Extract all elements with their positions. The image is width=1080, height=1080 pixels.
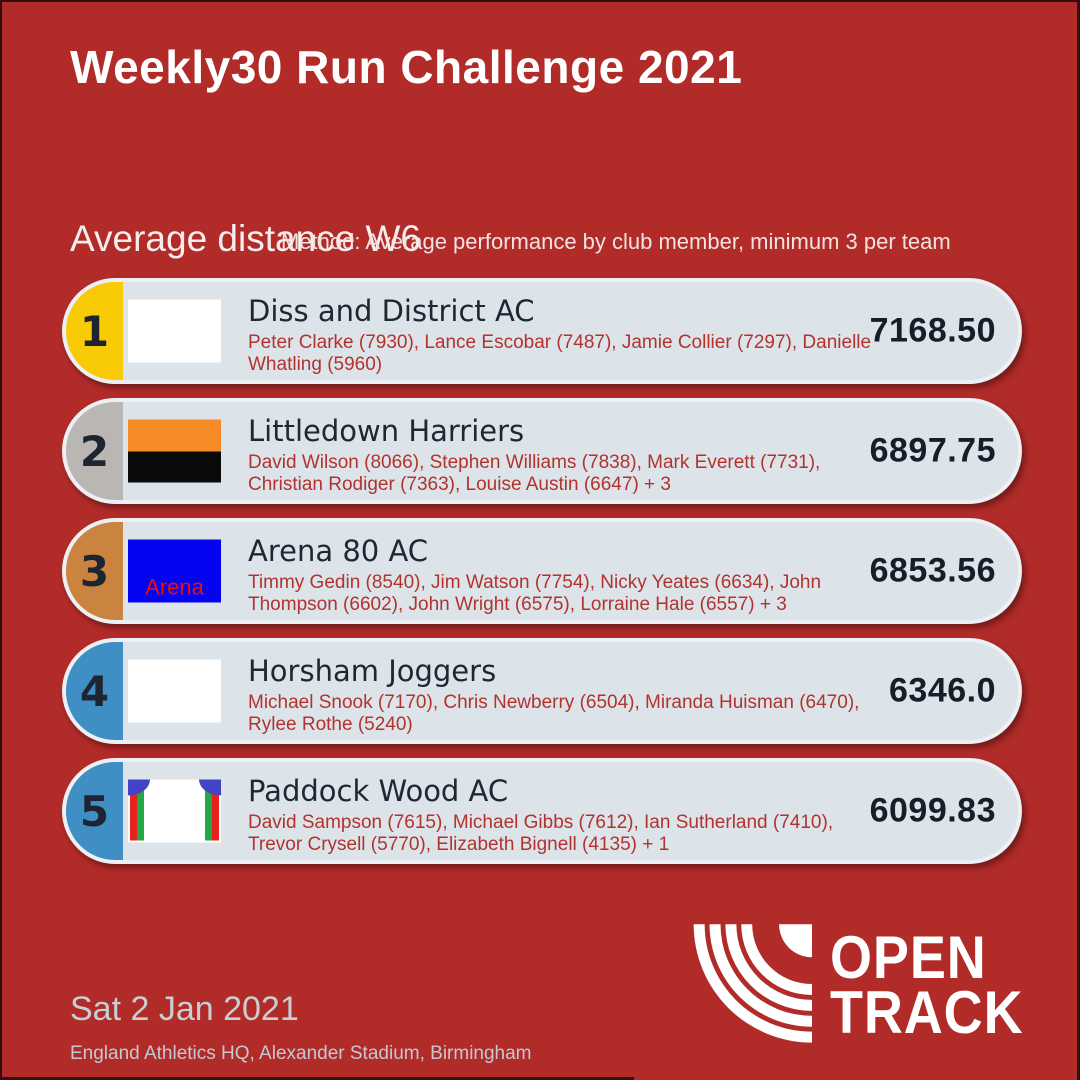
page-title: Weekly30 Run Challenge 2021 xyxy=(70,41,743,93)
vest-stripe-green-left xyxy=(137,781,144,841)
team-members: David Sampson (7615), Michael Gibbs (761… xyxy=(248,812,834,856)
vest-stripe-red-right xyxy=(212,781,219,841)
frame-edge-left xyxy=(0,0,2,1080)
rank-badge-silver: 2 xyxy=(66,402,123,500)
frame-edge-bottom xyxy=(0,1077,634,1080)
rank-badge-blue: 4 xyxy=(66,642,123,740)
method-description: Method: Average performance by club memb… xyxy=(281,229,951,254)
team-info: Littledown Harriers David Wilson (8066),… xyxy=(248,413,872,496)
rank-number: 4 xyxy=(79,666,110,716)
logo-black-half xyxy=(128,451,221,483)
team-score: 6099.83 xyxy=(869,791,996,830)
team-members: Peter Clarke (7930), Lance Escobar (7487… xyxy=(248,332,872,376)
team-members: Michael Snook (7170), Chris Newberry (65… xyxy=(248,692,860,736)
opentrack-word-track: TRACK xyxy=(830,979,1024,1047)
club-logo-arena: Arena xyxy=(128,539,221,603)
opentrack-track-bend-icon xyxy=(693,924,812,1043)
vest-stripe-green-right xyxy=(205,781,212,841)
rank-badge-gold: 1 xyxy=(66,282,123,380)
rank-number: 3 xyxy=(79,546,110,596)
leaderboard: 1 Diss and District AC Peter Clarke (793… xyxy=(62,278,1022,878)
team-score: 6897.75 xyxy=(869,431,996,470)
leaderboard-row-1: 1 Diss and District AC Peter Clarke (793… xyxy=(62,278,1022,384)
team-info: Paddock Wood AC David Sampson (7615), Mi… xyxy=(248,773,872,856)
team-info: Horsham Joggers Michael Snook (7170), Ch… xyxy=(248,653,872,736)
opentrack-wordmark: OPEN TRACK xyxy=(830,924,1024,1047)
club-logo-paddock-wood xyxy=(128,779,221,843)
team-info: Arena 80 AC Timmy Gedin (8540), Jim Wats… xyxy=(248,533,872,616)
leaderboard-row-2: 2 Littledown Harriers David Wilson (8066… xyxy=(62,398,1022,504)
team-name: Diss and District AC xyxy=(248,294,535,328)
club-logo-littledown xyxy=(128,419,221,483)
event-subtitle: Average distance W6 xyxy=(70,218,422,259)
team-members: Timmy Gedin (8540), Jim Watson (7754), N… xyxy=(248,572,822,616)
leaderboard-row-5: 5 Paddock Wood AC David Sampson (7615), … xyxy=(62,758,1022,864)
vest-corner-blue-right xyxy=(199,779,221,796)
frame-edge-top xyxy=(0,0,1080,2)
rank-badge-bronze: 3 xyxy=(66,522,123,620)
arena-logo-label: Arena xyxy=(145,574,204,600)
logo-orange-half xyxy=(128,419,221,451)
team-score: 6346.0 xyxy=(889,671,996,710)
club-logo-diss xyxy=(128,299,221,363)
vest-stripe-red-left xyxy=(130,781,137,841)
team-info: Diss and District AC Peter Clarke (7930)… xyxy=(248,293,872,376)
frame-edge-right xyxy=(1077,0,1080,1080)
event-venue: England Athletics HQ, Alexander Stadium,… xyxy=(70,1043,532,1064)
team-score: 7168.50 xyxy=(869,311,996,350)
leaderboard-row-3: 3 Arena Arena 80 AC Timmy Gedin (8540), … xyxy=(62,518,1022,624)
rank-number: 2 xyxy=(79,426,110,476)
leaderboard-row-4: 4 Horsham Joggers Michael Snook (7170), … xyxy=(62,638,1022,744)
team-name: Littledown Harriers xyxy=(248,414,525,448)
team-name: Horsham Joggers xyxy=(248,654,497,688)
rank-number: 5 xyxy=(79,786,110,836)
team-members: David Wilson (8066), Stephen Williams (7… xyxy=(248,452,821,496)
vest-corner-blue-left xyxy=(128,779,150,796)
team-name: Paddock Wood AC xyxy=(248,774,509,808)
event-date: Sat 2 Jan 2021 xyxy=(70,990,299,1028)
opentrack-word-open: OPEN xyxy=(830,924,987,991)
rank-number: 1 xyxy=(79,306,110,356)
team-score: 6853.56 xyxy=(869,551,996,590)
club-logo-horsham xyxy=(128,659,221,723)
rank-badge-blue: 5 xyxy=(66,762,123,860)
team-name: Arena 80 AC xyxy=(248,534,429,568)
opentrack-logo: OPEN TRACK xyxy=(690,924,1050,1049)
